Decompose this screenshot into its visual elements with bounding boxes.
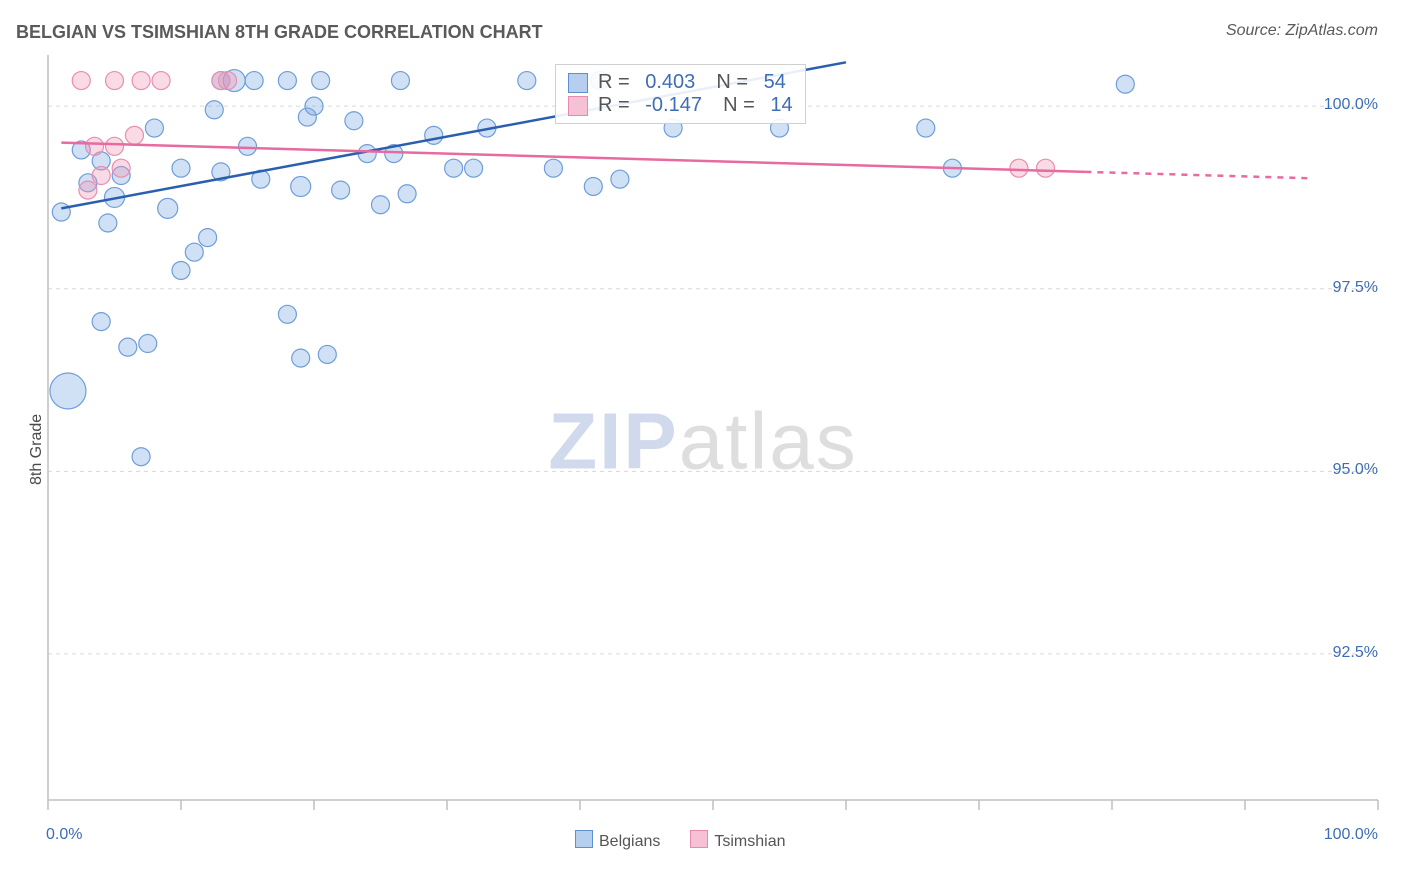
- data-point: [86, 137, 104, 155]
- stat-r-value: -0.147: [645, 94, 702, 117]
- data-point: [132, 72, 150, 90]
- data-point: [172, 159, 190, 177]
- data-point: [312, 72, 330, 90]
- legend-swatch: [568, 73, 588, 93]
- data-point: [544, 159, 562, 177]
- data-point: [205, 101, 223, 119]
- data-point: [119, 338, 137, 356]
- data-point: [425, 126, 443, 144]
- y-axis-label: 8th Grade: [28, 414, 46, 485]
- data-point: [139, 335, 157, 353]
- data-point: [292, 349, 310, 367]
- legend-label: Belgians: [599, 833, 660, 850]
- data-point: [291, 176, 311, 196]
- data-point: [199, 229, 217, 247]
- data-point: [391, 72, 409, 90]
- stat-n-value: 54: [764, 71, 786, 94]
- data-point: [112, 159, 130, 177]
- data-point: [132, 448, 150, 466]
- correlation-stats-box: R = 0.403 N = 54R = -0.147 N = 14: [555, 64, 806, 124]
- data-point: [1037, 159, 1055, 177]
- stat-row: R = 0.403 N = 54: [568, 71, 793, 94]
- legend-item: Tsimshian: [690, 830, 785, 851]
- data-point: [152, 72, 170, 90]
- data-point: [145, 119, 163, 137]
- x-tick-label-max: 100.0%: [1324, 826, 1378, 844]
- y-tick-label: 97.5%: [1333, 279, 1378, 297]
- data-point: [50, 373, 86, 409]
- data-point: [158, 198, 178, 218]
- legend-item: Belgians: [575, 830, 660, 851]
- legend-swatch: [568, 96, 588, 116]
- correlation-scatter-chart: BELGIAN VS TSIMSHIAN 8TH GRADE CORRELATI…: [0, 0, 1406, 892]
- data-point: [172, 261, 190, 279]
- data-point: [345, 112, 363, 130]
- data-point: [305, 97, 323, 115]
- series-legend: Belgians Tsimshian: [575, 830, 786, 851]
- y-tick-label: 100.0%: [1324, 96, 1378, 114]
- data-point: [584, 177, 602, 195]
- data-point: [72, 72, 90, 90]
- data-point: [611, 170, 629, 188]
- data-point: [106, 72, 124, 90]
- data-point: [278, 72, 296, 90]
- data-point: [372, 196, 390, 214]
- y-tick-label: 92.5%: [1333, 644, 1378, 662]
- data-point: [1010, 159, 1028, 177]
- data-point: [318, 345, 336, 363]
- data-point: [52, 203, 70, 221]
- y-tick-label: 95.0%: [1333, 461, 1378, 479]
- data-point: [239, 137, 257, 155]
- stat-r-value: 0.403: [645, 71, 695, 94]
- stat-n-label: N =: [712, 94, 760, 117]
- data-point: [99, 214, 117, 232]
- trend-line-extrapolated: [1085, 172, 1311, 178]
- x-tick-label-min: 0.0%: [46, 826, 82, 844]
- data-point: [106, 137, 124, 155]
- data-point: [185, 243, 203, 261]
- stat-r-label: R =: [598, 71, 635, 94]
- legend-swatch: [690, 830, 708, 848]
- legend-swatch: [575, 830, 593, 848]
- data-point: [92, 167, 110, 185]
- data-point: [79, 181, 97, 199]
- data-point: [219, 72, 237, 90]
- data-point: [332, 181, 350, 199]
- data-point: [92, 313, 110, 331]
- data-point: [1116, 75, 1134, 93]
- stat-n-value: 14: [770, 94, 792, 117]
- stat-r-label: R =: [598, 94, 635, 117]
- data-point: [465, 159, 483, 177]
- data-point: [278, 305, 296, 323]
- legend-label: Tsimshian: [714, 833, 785, 850]
- data-point: [518, 72, 536, 90]
- stat-row: R = -0.147 N = 14: [568, 94, 793, 117]
- data-point: [917, 119, 935, 137]
- data-point: [398, 185, 416, 203]
- data-point: [245, 72, 263, 90]
- data-point: [445, 159, 463, 177]
- data-point: [125, 126, 143, 144]
- stat-n-label: N =: [705, 71, 753, 94]
- plot-svg: [0, 0, 1406, 892]
